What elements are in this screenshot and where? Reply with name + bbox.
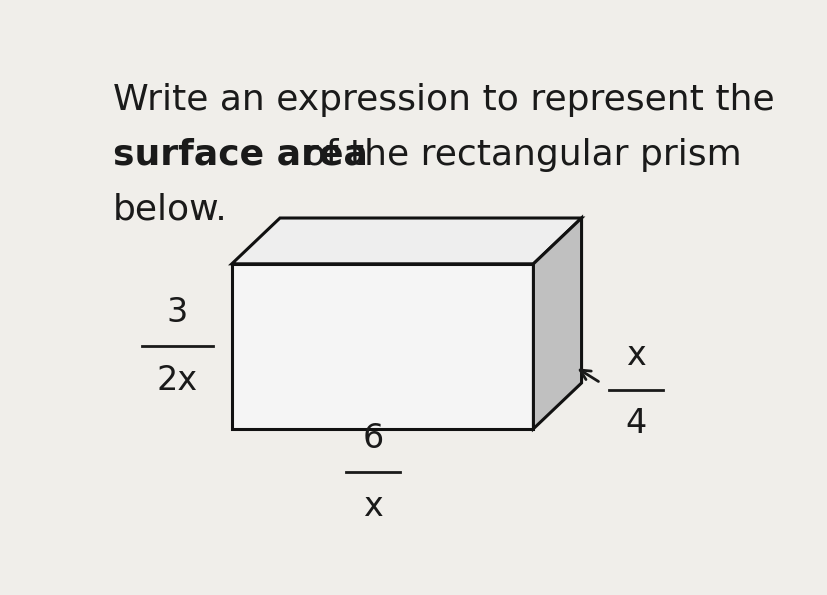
- Text: surface area: surface area: [113, 138, 367, 172]
- Text: below.: below.: [113, 193, 227, 227]
- Polygon shape: [232, 218, 581, 264]
- Polygon shape: [533, 218, 581, 429]
- Polygon shape: [232, 264, 533, 429]
- Text: 4: 4: [624, 407, 646, 440]
- Text: Write an expression to represent the: Write an expression to represent the: [113, 83, 774, 117]
- Text: 6: 6: [362, 422, 383, 455]
- Text: of the rectangular prism: of the rectangular prism: [291, 138, 740, 172]
- Text: 2x: 2x: [156, 364, 198, 397]
- Text: 3: 3: [166, 296, 188, 329]
- Text: x: x: [363, 490, 382, 522]
- Text: x: x: [625, 339, 645, 372]
